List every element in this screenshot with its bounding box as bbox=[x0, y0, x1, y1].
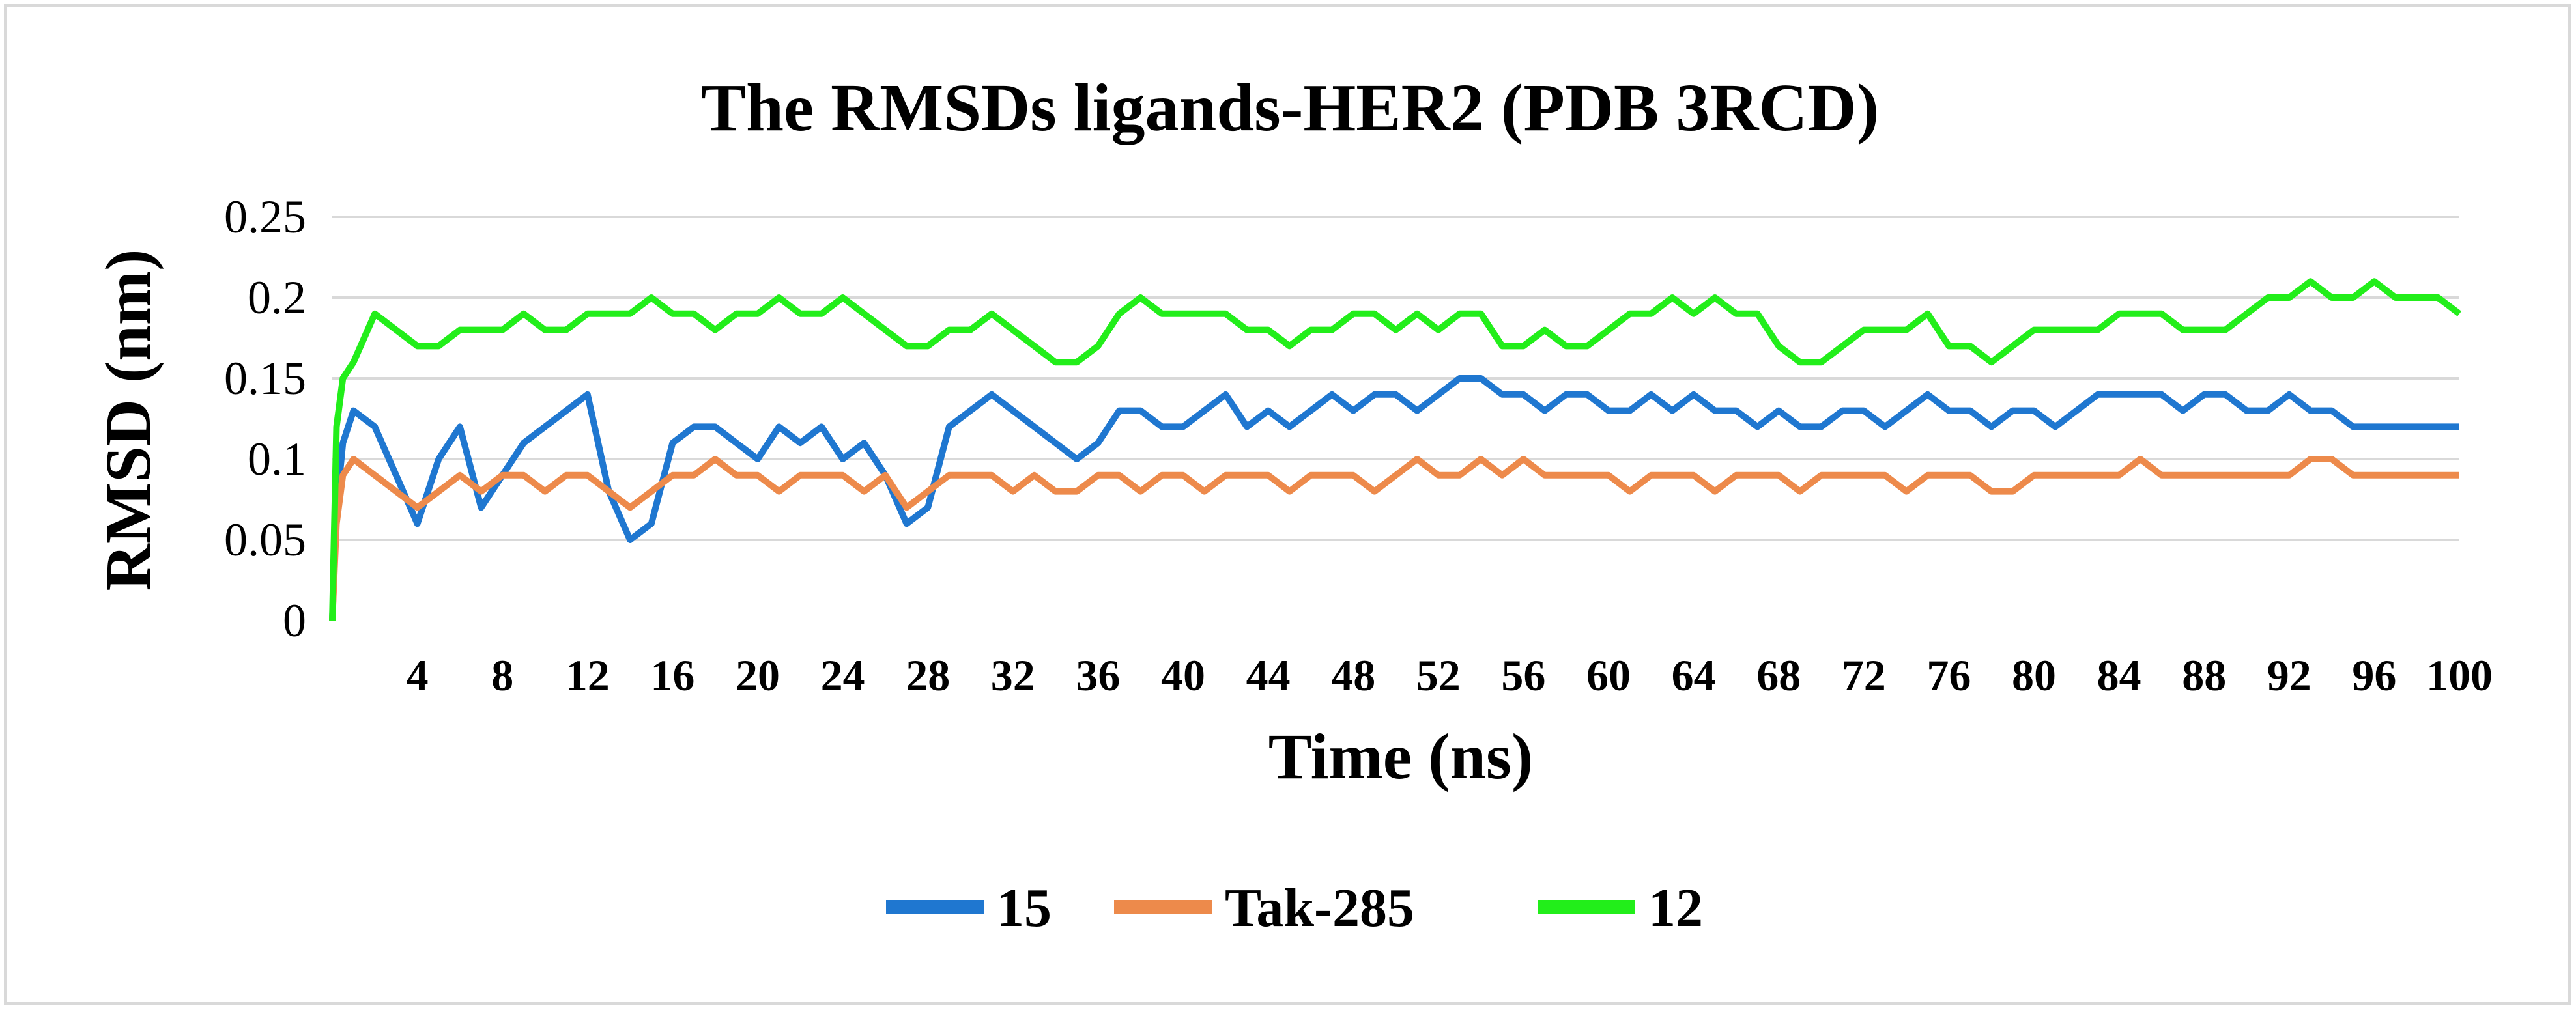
x-tick-label: 68 bbox=[1756, 651, 1801, 700]
x-tick-label: 56 bbox=[1501, 651, 1545, 700]
x-tick-label: 28 bbox=[906, 651, 950, 700]
x-tick-label: 16 bbox=[650, 651, 694, 700]
x-tick-label: 12 bbox=[565, 651, 610, 700]
x-tick-label: 84 bbox=[2097, 651, 2141, 700]
x-tick-label: 64 bbox=[1672, 651, 1716, 700]
y-tick-label: 0.2 bbox=[248, 272, 306, 324]
gridlines bbox=[332, 216, 2459, 541]
x-tick-label: 24 bbox=[821, 651, 865, 700]
chart-title: The RMSDs ligands-HER2 (PDB 3RCD) bbox=[701, 70, 1880, 145]
series-line-12 bbox=[329, 278, 2462, 621]
legend-label: 15 bbox=[997, 878, 1052, 938]
y-tick-label: 0.05 bbox=[224, 514, 306, 566]
y-tick-label: 0.25 bbox=[224, 191, 306, 243]
y-tick-label: 0.15 bbox=[224, 352, 306, 404]
y-tick-label: 0 bbox=[283, 595, 306, 647]
x-tick-label: 36 bbox=[1076, 651, 1120, 700]
y-axis-title: RMSD (nm) bbox=[92, 249, 164, 591]
x-tick-labels: 4 8 12 16 20 24 28 32 36 40 44 48 52 56 60 64 68 72 76 80 84… bbox=[407, 651, 2493, 700]
x-tick-label: 48 bbox=[1331, 651, 1375, 700]
x-tick-label: 60 bbox=[1586, 651, 1631, 700]
x-tick-label: 32 bbox=[991, 651, 1035, 700]
legend: 15 Tak-285 12 bbox=[886, 878, 1703, 938]
series-line-tak-285 bbox=[329, 456, 2459, 621]
x-tick-label: 20 bbox=[736, 651, 780, 700]
legend-label: 12 bbox=[1648, 878, 1703, 938]
y-tick-labels: 0 0.05 0.1 0.15 0.2 0.25 bbox=[224, 191, 306, 647]
series-line-15 bbox=[329, 375, 2459, 621]
x-axis-title: Time (ns) bbox=[1268, 720, 1534, 793]
x-tick-label: 88 bbox=[2182, 651, 2226, 700]
x-tick-label: 96 bbox=[2352, 651, 2396, 700]
x-tick-label: 44 bbox=[1246, 651, 1291, 700]
x-tick-label: 8 bbox=[491, 651, 513, 700]
x-tick-label: 52 bbox=[1416, 651, 1461, 700]
chart-frame bbox=[4, 4, 2571, 1005]
x-tick-label: 40 bbox=[1161, 651, 1205, 700]
x-tick-label: 4 bbox=[407, 651, 429, 700]
x-tick-label: 100 bbox=[2426, 651, 2493, 700]
x-tick-label: 80 bbox=[2012, 651, 2056, 700]
x-tick-label: 92 bbox=[2267, 651, 2311, 700]
y-tick-label: 0.1 bbox=[248, 433, 306, 485]
legend-label: Tak-285 bbox=[1225, 878, 1414, 938]
x-tick-label: 76 bbox=[1926, 651, 1971, 700]
x-tick-label: 72 bbox=[1842, 651, 1886, 700]
series-lines bbox=[329, 278, 2462, 621]
